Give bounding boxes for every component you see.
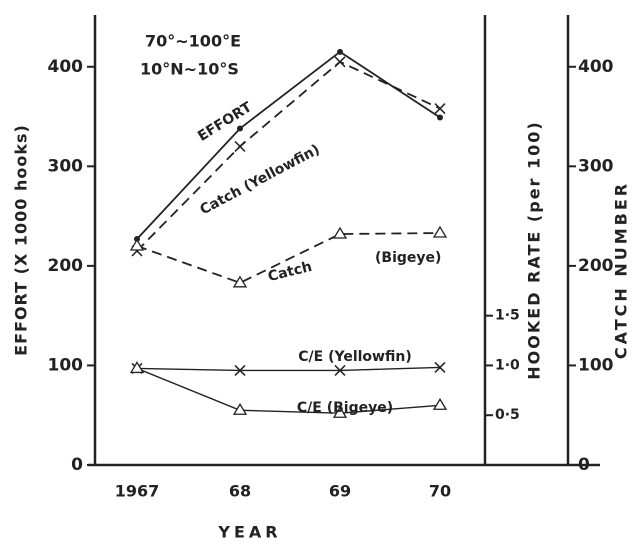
tick-label: 400 [48, 57, 84, 77]
tick-label: 0 [578, 455, 590, 475]
marker [232, 402, 248, 415]
tick-label: 100 [48, 355, 84, 375]
annotation: 10°N~10°S [140, 60, 239, 79]
marker [129, 238, 145, 251]
x-tick-label: 70 [429, 482, 451, 501]
tick-label: 200 [578, 256, 614, 276]
marker [232, 275, 248, 288]
tick-label: 300 [48, 156, 84, 176]
marker [432, 225, 448, 238]
annotation: (Bigeye) [375, 250, 441, 266]
tick-label: 1·0 [495, 357, 520, 373]
series-label: EFFORT [195, 99, 255, 145]
marker [234, 140, 246, 152]
marker [129, 361, 145, 374]
series-label: C/E (Bigeye) [297, 400, 393, 416]
tick-label: 200 [48, 256, 84, 276]
tick-label: 0·5 [495, 407, 520, 423]
tick-label: 300 [578, 156, 614, 176]
series-label: C/E (Yellowfin) [298, 349, 411, 365]
marker [237, 125, 243, 132]
marker [332, 405, 348, 418]
marker [432, 398, 448, 410]
marker [437, 114, 443, 121]
annotation: 70°~100°E [145, 32, 241, 51]
series-line [136, 366, 441, 372]
x-tick-label: 69 [329, 482, 351, 501]
marker [434, 103, 446, 115]
series-line [136, 367, 441, 414]
marker [334, 364, 346, 376]
series-line [136, 50, 441, 240]
y3-axis-title: CATCH NUMBER [612, 181, 631, 359]
series-line [136, 232, 441, 284]
tick-label: 1·5 [495, 308, 520, 324]
marker [434, 361, 446, 373]
y2-axis-title: HOOKED RATE (per 100) [525, 120, 544, 379]
y-axis-title: EFFORT (X 1000 hooks) [12, 124, 31, 356]
x-tick-label: 68 [229, 482, 251, 501]
marker [337, 48, 343, 55]
marker [234, 364, 246, 376]
x-tick-label: 1967 [115, 482, 160, 501]
tick-label: 100 [578, 355, 614, 375]
series-line [136, 60, 441, 252]
marker [334, 56, 346, 68]
x-axis-title: YEAR [217, 523, 281, 542]
tick-label: 400 [578, 57, 614, 77]
marker [332, 226, 348, 239]
tick-label: 0 [71, 455, 83, 475]
series-label: Catch [266, 259, 313, 285]
